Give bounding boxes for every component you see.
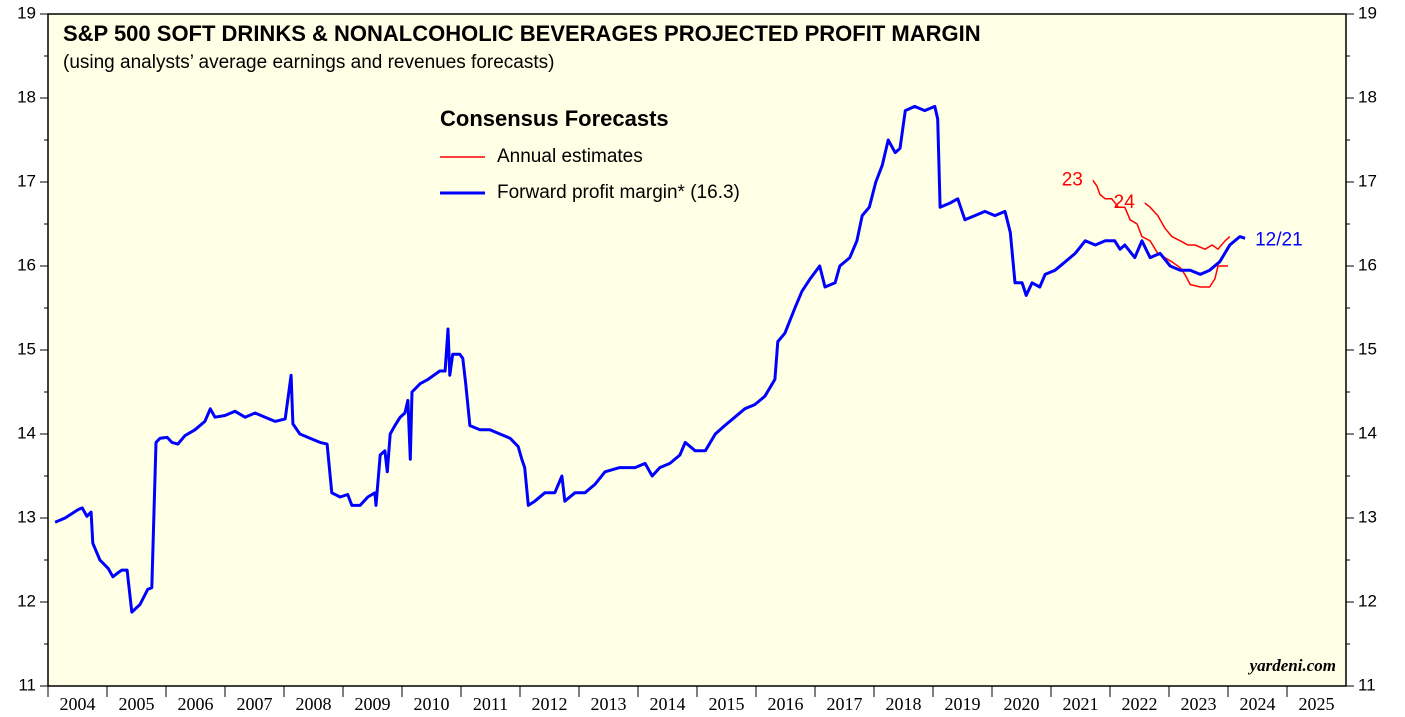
y2-tick-label: 11 xyxy=(1358,675,1376,694)
x-tick-label: 2016 xyxy=(768,694,804,714)
chart-title: S&P 500 SOFT DRINKS & NONALCOHOLIC BEVER… xyxy=(63,21,981,46)
y-tick-label: 19 xyxy=(17,3,36,22)
y-tick-label: 17 xyxy=(17,171,36,190)
y-tick-label: 12 xyxy=(17,591,36,610)
legend-label: Annual estimates xyxy=(497,146,643,167)
x-tick-label: 2012 xyxy=(532,694,568,714)
x-tick-label: 2024 xyxy=(1240,694,1276,714)
y2-tick-label: 15 xyxy=(1358,339,1377,358)
x-tick-label: 2011 xyxy=(473,694,508,714)
legend-title: Consensus Forecasts xyxy=(440,106,669,131)
y-tick-label: 11 xyxy=(18,675,36,694)
chart-subtitle: (using analysts’ average earnings and re… xyxy=(63,52,554,73)
x-tick-label: 2006 xyxy=(178,694,214,714)
line-label: 24 xyxy=(1114,192,1136,213)
legend-label: Forward profit margin* (16.3) xyxy=(497,182,740,203)
y2-tick-label: 18 xyxy=(1358,87,1377,106)
y-tick-label: 13 xyxy=(17,507,36,526)
forward-margin-line xyxy=(54,104,1246,614)
x-tick-label: 2019 xyxy=(945,694,981,714)
x-tick-label: 2007 xyxy=(237,694,273,714)
annual-estimate-line xyxy=(1092,179,1228,288)
x-tick-label: 2013 xyxy=(591,694,627,714)
x-tick-label: 2008 xyxy=(296,694,332,714)
y-tick-label: 15 xyxy=(17,339,36,358)
x-tick-label: 2021 xyxy=(1063,694,1099,714)
x-tick-label: 2014 xyxy=(650,694,686,714)
plot-area xyxy=(47,13,1347,687)
y2-tick-label: 16 xyxy=(1358,255,1377,274)
x-tick-label: 2022 xyxy=(1122,694,1158,714)
y2-tick-label: 19 xyxy=(1358,3,1377,22)
x-tick-label: 2015 xyxy=(709,694,745,714)
x-tick-label: 2018 xyxy=(886,694,922,714)
y-tick-label: 14 xyxy=(17,423,36,442)
x-tick-label: 2017 xyxy=(827,694,863,714)
end-label: 12/21 xyxy=(1255,229,1303,250)
x-tick-label: 2004 xyxy=(60,694,96,714)
y2-tick-label: 12 xyxy=(1358,591,1377,610)
x-tick-label: 2010 xyxy=(414,694,450,714)
y-tick-label: 18 xyxy=(17,87,36,106)
y2-tick-label: 14 xyxy=(1358,423,1377,442)
line-label: 23 xyxy=(1062,169,1083,190)
x-tick-label: 2025 xyxy=(1299,694,1335,714)
watermark: yardeni.com xyxy=(1248,656,1336,675)
x-tick-label: 2005 xyxy=(119,694,155,714)
x-tick-label: 2023 xyxy=(1181,694,1217,714)
annual-estimate-line xyxy=(1144,202,1231,250)
y2-tick-label: 17 xyxy=(1358,171,1377,190)
y-tick-label: 16 xyxy=(17,255,36,274)
x-tick-label: 2009 xyxy=(355,694,391,714)
y2-tick-label: 13 xyxy=(1358,507,1377,526)
x-tick-label: 2020 xyxy=(1004,694,1040,714)
